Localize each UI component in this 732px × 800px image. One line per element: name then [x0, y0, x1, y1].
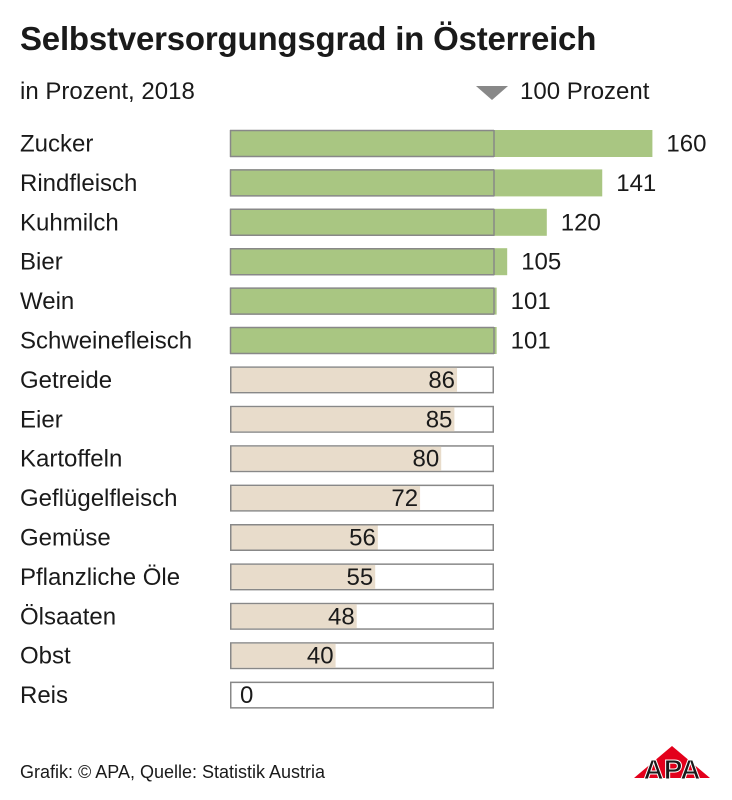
legend-label: 100 Prozent: [520, 78, 650, 105]
value-label: 105: [521, 249, 561, 276]
bar: [231, 564, 376, 589]
value-label: 86: [428, 367, 455, 394]
category-label: Eier: [20, 406, 63, 433]
category-label: Gemüse: [20, 525, 111, 552]
value-label: 80: [412, 446, 439, 473]
value-label: 160: [666, 131, 706, 158]
value-label: 101: [511, 328, 551, 355]
bar: [231, 407, 455, 432]
legend: 100 Prozent: [476, 78, 649, 106]
category-label: Wein: [20, 288, 74, 315]
category-label: Obst: [20, 643, 71, 670]
bar: [231, 643, 336, 668]
bar: [231, 367, 458, 392]
category-label: Schweinefleisch: [20, 328, 192, 355]
logo-text: APA: [643, 754, 700, 784]
category-label: Getreide: [20, 367, 112, 394]
category-label: Kartoffeln: [20, 446, 122, 473]
bar: [230, 208, 547, 236]
value-label: 101: [511, 288, 551, 315]
chart-subtitle: in Prozent, 2018: [20, 78, 195, 105]
value-label: 120: [561, 209, 601, 236]
triangle-down-icon: [476, 86, 508, 100]
value-label: 56: [349, 525, 376, 552]
bar: [230, 130, 653, 157]
value-label: 55: [346, 564, 373, 591]
category-label: Zucker: [20, 131, 93, 158]
apa-logo: APA: [634, 746, 710, 784]
bar: [230, 169, 603, 197]
value-label: 85: [426, 406, 453, 433]
value-label: 40: [307, 643, 334, 670]
chart-title: Selbstversorgungsgrad in Österreich: [20, 20, 597, 57]
bar-chart: Zucker 160 Rindfleisch 141 Kuhmilch 120 Bier 10…: [20, 129, 706, 709]
bar: [231, 446, 442, 471]
bar: [231, 604, 357, 629]
category-label: Pflanzliche Öle: [20, 564, 180, 591]
value-label: 72: [391, 485, 418, 512]
bar: [230, 248, 508, 276]
bar: [230, 327, 497, 354]
category-label: Bier: [20, 249, 63, 276]
bar: [231, 486, 421, 511]
category-label: Geflügelfleisch: [20, 485, 177, 512]
source-note: Grafik: © APA, Quelle: Statistik Austria: [20, 762, 326, 782]
value-label: 141: [616, 170, 656, 197]
category-label: Rindfleisch: [20, 170, 137, 197]
value-label: 0: [240, 682, 253, 709]
bar: [230, 287, 497, 315]
value-label: 48: [328, 603, 355, 630]
bar: [231, 525, 378, 550]
category-label: Kuhmilch: [20, 209, 119, 236]
category-label: Reis: [20, 682, 68, 709]
category-label: Ölsaaten: [20, 603, 116, 630]
logo-triangle: [634, 746, 710, 778]
reference-outline: [230, 681, 494, 709]
